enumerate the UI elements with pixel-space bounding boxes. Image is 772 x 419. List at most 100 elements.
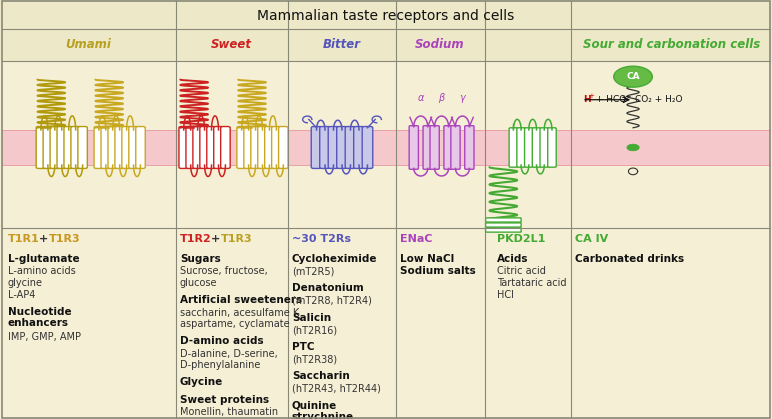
Text: Sour and carbonation cells: Sour and carbonation cells [583, 38, 760, 52]
FancyBboxPatch shape [221, 127, 230, 168]
FancyBboxPatch shape [64, 127, 73, 168]
FancyBboxPatch shape [311, 127, 322, 168]
Bar [0, 228, 772, 419]
FancyBboxPatch shape [78, 127, 87, 168]
Bar [0, 0, 772, 29]
FancyBboxPatch shape [200, 127, 209, 168]
Text: Sugars: Sugars [180, 254, 221, 264]
Text: Umami: Umami [65, 38, 111, 52]
FancyBboxPatch shape [265, 127, 274, 168]
Bar [0, 61, 772, 228]
FancyBboxPatch shape [320, 127, 330, 168]
FancyBboxPatch shape [186, 127, 195, 168]
FancyBboxPatch shape [50, 127, 59, 168]
Text: +: + [588, 93, 594, 98]
Text: Glycine: Glycine [180, 377, 223, 387]
Text: +: + [39, 234, 48, 244]
FancyBboxPatch shape [444, 126, 453, 169]
FancyBboxPatch shape [43, 127, 52, 168]
FancyBboxPatch shape [540, 128, 548, 167]
Text: Sweet proteins: Sweet proteins [180, 395, 269, 405]
Text: Quinine
strychnine
atropine: Quinine strychnine atropine [292, 401, 354, 419]
Text: Denatonium: Denatonium [292, 283, 364, 293]
Text: γ: γ [459, 93, 466, 103]
Text: Carbonated drinks: Carbonated drinks [575, 254, 684, 264]
Circle shape [614, 66, 652, 87]
Text: (mT2R8, hT2R4): (mT2R8, hT2R4) [292, 296, 371, 306]
Text: Salicin: Salicin [292, 313, 331, 323]
FancyBboxPatch shape [337, 127, 347, 168]
FancyBboxPatch shape [258, 127, 267, 168]
FancyBboxPatch shape [486, 218, 521, 222]
FancyBboxPatch shape [409, 126, 418, 169]
FancyBboxPatch shape [328, 127, 339, 168]
FancyBboxPatch shape [423, 126, 432, 169]
Text: D-alanine, D-serine,
D-phenylalanine: D-alanine, D-serine, D-phenylalanine [180, 349, 278, 370]
Text: (hT2R43, hT2R44): (hT2R43, hT2R44) [292, 384, 381, 394]
FancyBboxPatch shape [362, 127, 373, 168]
FancyBboxPatch shape [179, 127, 188, 168]
Text: H: H [583, 95, 591, 104]
FancyBboxPatch shape [36, 127, 46, 168]
Text: Monellin, thaumatin: Monellin, thaumatin [180, 407, 278, 417]
FancyBboxPatch shape [533, 128, 541, 167]
Text: PTC: PTC [292, 342, 314, 352]
FancyBboxPatch shape [129, 127, 138, 168]
Text: L-amino acids
glycine
L-AP4: L-amino acids glycine L-AP4 [8, 266, 76, 300]
FancyBboxPatch shape [207, 127, 216, 168]
Text: Sodium: Sodium [415, 38, 465, 52]
FancyBboxPatch shape [517, 128, 525, 167]
Text: Sucrose, fructose,
glucose: Sucrose, fructose, glucose [180, 266, 268, 288]
Text: D-amino acids: D-amino acids [180, 336, 263, 346]
Text: Mammalian taste receptors and cells: Mammalian taste receptors and cells [257, 9, 515, 23]
FancyBboxPatch shape [115, 127, 124, 168]
FancyBboxPatch shape [345, 127, 356, 168]
Text: ENaC: ENaC [400, 234, 432, 244]
Text: −: − [624, 92, 630, 101]
Text: saccharin, acesulfame K
aspartame, cyclamate: saccharin, acesulfame K aspartame, cycla… [180, 308, 299, 329]
Text: Bitter: Bitter [323, 38, 361, 52]
Text: (mT2R5): (mT2R5) [292, 266, 334, 277]
FancyBboxPatch shape [108, 127, 117, 168]
FancyBboxPatch shape [94, 127, 103, 168]
Text: 3: 3 [621, 97, 625, 103]
Text: β: β [438, 93, 445, 103]
Bar [2, 130, 770, 165]
FancyBboxPatch shape [486, 228, 521, 232]
Text: T1R1: T1R1 [8, 234, 39, 244]
Text: T1R2: T1R2 [180, 234, 212, 244]
Text: Citric acid
Tartataric acid
HCl: Citric acid Tartataric acid HCl [497, 266, 567, 300]
Text: Nucleotide
enhancers: Nucleotide enhancers [8, 307, 71, 328]
FancyBboxPatch shape [57, 127, 66, 168]
Text: CO₂ + H₂O: CO₂ + H₂O [635, 95, 682, 104]
Text: Sweet: Sweet [211, 38, 252, 52]
Text: Cycloheximide: Cycloheximide [292, 254, 378, 264]
Text: Saccharin: Saccharin [292, 371, 350, 381]
Text: (hT2R16): (hT2R16) [292, 325, 337, 335]
FancyBboxPatch shape [214, 127, 223, 168]
FancyBboxPatch shape [510, 128, 517, 167]
FancyBboxPatch shape [136, 127, 145, 168]
Text: T1R3: T1R3 [221, 234, 252, 244]
FancyBboxPatch shape [272, 127, 281, 168]
Text: CA: CA [626, 72, 640, 81]
Text: T1R3: T1R3 [49, 234, 80, 244]
Text: CA IV: CA IV [575, 234, 608, 244]
FancyBboxPatch shape [430, 126, 439, 169]
Bar [0, 29, 772, 61]
FancyBboxPatch shape [193, 127, 202, 168]
Text: L-glutamate: L-glutamate [8, 254, 80, 264]
FancyBboxPatch shape [465, 126, 474, 169]
Text: Artificial sweeteners: Artificial sweeteners [180, 295, 302, 305]
Text: IMP, GMP, AMP: IMP, GMP, AMP [8, 332, 81, 342]
FancyBboxPatch shape [122, 127, 131, 168]
FancyBboxPatch shape [486, 223, 521, 227]
FancyBboxPatch shape [354, 127, 364, 168]
FancyBboxPatch shape [237, 127, 246, 168]
Text: Acids: Acids [497, 254, 529, 264]
FancyBboxPatch shape [101, 127, 110, 168]
Text: Low NaCl
Sodium salts: Low NaCl Sodium salts [400, 254, 476, 276]
Text: +: + [211, 234, 220, 244]
FancyBboxPatch shape [251, 127, 260, 168]
FancyBboxPatch shape [548, 128, 556, 167]
